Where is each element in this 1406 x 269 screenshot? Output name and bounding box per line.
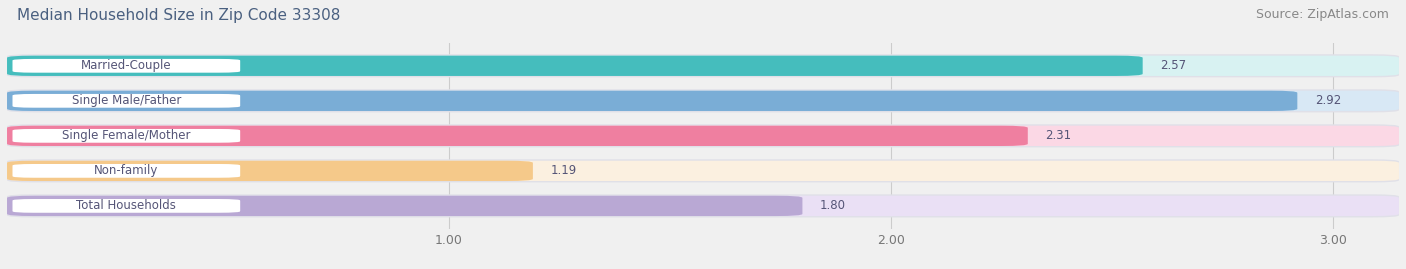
Text: 2.92: 2.92 xyxy=(1315,94,1341,107)
FancyBboxPatch shape xyxy=(7,194,1399,217)
FancyBboxPatch shape xyxy=(7,126,1399,146)
FancyBboxPatch shape xyxy=(7,161,1399,181)
FancyBboxPatch shape xyxy=(7,56,1399,76)
FancyBboxPatch shape xyxy=(11,163,242,179)
FancyBboxPatch shape xyxy=(7,126,1028,146)
FancyBboxPatch shape xyxy=(7,124,1399,147)
FancyBboxPatch shape xyxy=(7,91,1399,111)
Text: Source: ZipAtlas.com: Source: ZipAtlas.com xyxy=(1256,8,1389,21)
FancyBboxPatch shape xyxy=(7,196,1399,216)
FancyBboxPatch shape xyxy=(7,159,1399,182)
Text: 2.57: 2.57 xyxy=(1160,59,1187,72)
FancyBboxPatch shape xyxy=(11,93,242,109)
Text: 2.31: 2.31 xyxy=(1046,129,1071,142)
FancyBboxPatch shape xyxy=(11,128,242,144)
FancyBboxPatch shape xyxy=(11,198,242,214)
FancyBboxPatch shape xyxy=(11,58,242,74)
Text: Non-family: Non-family xyxy=(94,164,159,177)
Text: Median Household Size in Zip Code 33308: Median Household Size in Zip Code 33308 xyxy=(17,8,340,23)
FancyBboxPatch shape xyxy=(7,89,1399,112)
Text: Married-Couple: Married-Couple xyxy=(82,59,172,72)
FancyBboxPatch shape xyxy=(7,54,1399,77)
FancyBboxPatch shape xyxy=(7,196,803,216)
Text: 1.19: 1.19 xyxy=(551,164,576,177)
FancyBboxPatch shape xyxy=(7,56,1143,76)
FancyBboxPatch shape xyxy=(7,91,1298,111)
Text: Single Male/Father: Single Male/Father xyxy=(72,94,181,107)
Text: 1.80: 1.80 xyxy=(820,199,846,213)
Text: Single Female/Mother: Single Female/Mother xyxy=(62,129,191,142)
FancyBboxPatch shape xyxy=(7,161,533,181)
Text: Total Households: Total Households xyxy=(76,199,176,213)
